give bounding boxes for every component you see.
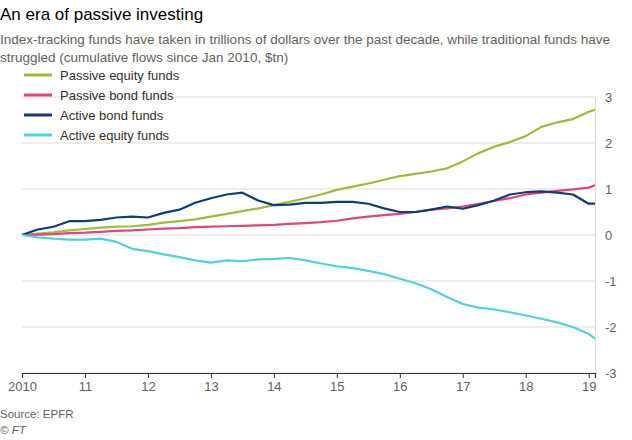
y-tick-label: -3 <box>605 366 617 381</box>
legend-label: Passive bond funds <box>60 88 174 103</box>
y-tick-label: -2 <box>605 320 617 335</box>
x-tick-mark <box>274 373 275 378</box>
x-axis-line <box>23 374 596 379</box>
y-tick-label: 2 <box>605 136 612 151</box>
chart: An era of passive investing Index-trackin… <box>0 0 632 440</box>
x-tick-mark <box>148 373 149 378</box>
x-tick-mark <box>463 373 464 378</box>
legend-label: Passive equity funds <box>60 68 180 83</box>
x-tick: 2010 <box>8 373 37 394</box>
x-tick: 16 <box>393 373 407 394</box>
legend-item: Passive bond funds <box>24 88 174 103</box>
grid <box>22 97 595 373</box>
y-tick-label: 0 <box>605 228 612 243</box>
series-line <box>22 110 595 235</box>
legend: Passive equity funds Passive bond funds Ac… <box>24 68 180 143</box>
y-tick: 2 <box>595 136 612 151</box>
grid-line <box>22 235 595 236</box>
y-tick-label: 3 <box>605 90 612 105</box>
x-tick-mark <box>400 373 401 378</box>
legend-swatch <box>24 74 52 77</box>
x-tick: 17 <box>456 373 470 394</box>
legend-swatch <box>24 94 52 97</box>
x-tick-label: 2010 <box>8 379 37 394</box>
series-line <box>22 235 595 339</box>
legend-label: Active equity funds <box>60 128 170 143</box>
y-tick: -1 <box>595 274 617 289</box>
y-axis-line <box>595 98 596 374</box>
y-tick: 3 <box>595 90 612 105</box>
x-tick-mark <box>22 373 23 378</box>
y-tick: 1 <box>595 182 612 197</box>
x-tick-label: 16 <box>393 379 407 394</box>
x-tick: 13 <box>204 373 218 394</box>
x-tick-label: 12 <box>141 379 155 394</box>
subtitle-line: struggled (cumulative flows since Jan 20… <box>0 50 288 65</box>
legend-label: Active bond funds <box>60 108 164 123</box>
source: Source: EPFR <box>0 408 74 420</box>
lines <box>22 110 595 339</box>
x-tick-label: 18 <box>519 379 533 394</box>
x-tick-mark <box>589 373 590 378</box>
credit: © FT <box>0 424 27 436</box>
grid-line <box>22 327 595 328</box>
x-tick-label: 15 <box>330 379 344 394</box>
title: An era of passive investing <box>0 5 203 24</box>
legend-item: Active equity funds <box>24 128 170 143</box>
subtitle: Index-tracking funds have taken in trill… <box>0 32 610 65</box>
legend-item: Active bond funds <box>24 108 164 123</box>
x-tick: 15 <box>330 373 344 394</box>
grid-line <box>22 281 595 282</box>
legend-swatch <box>24 114 52 117</box>
grid-line <box>22 189 595 190</box>
y-tick-label: -1 <box>605 274 617 289</box>
legend-swatch <box>24 134 52 137</box>
y-tick: -2 <box>595 320 617 335</box>
x-tick-label: 17 <box>456 379 470 394</box>
y-tick-label: 1 <box>605 182 612 197</box>
series-line <box>22 185 595 235</box>
x-tick-label: 14 <box>267 379 281 394</box>
x-tick-mark <box>337 373 338 378</box>
x-tick-label: 19 <box>582 379 596 394</box>
x-tick-label: 13 <box>204 379 218 394</box>
x-tick: 11 <box>79 373 93 394</box>
y-tick: -3 <box>595 366 617 381</box>
x-tick: 18 <box>519 373 533 394</box>
x-tick: 12 <box>141 373 155 394</box>
x-tick: 14 <box>267 373 281 394</box>
legend-item: Passive equity funds <box>24 68 180 83</box>
series-line <box>22 191 595 235</box>
y-axis: -3 -2 -1 0 1 2 3 <box>595 90 617 381</box>
y-tick: 0 <box>595 228 612 243</box>
x-tick: 19 <box>582 373 596 394</box>
x-tick-mark <box>211 373 212 378</box>
subtitle-line: Index-tracking funds have taken in trill… <box>0 32 610 47</box>
x-tick-mark <box>526 373 527 378</box>
x-axis: 2010 11 12 13 14 15 16 17 18 19 <box>8 373 596 394</box>
x-tick-label: 11 <box>79 379 93 394</box>
x-tick-mark <box>85 373 86 378</box>
